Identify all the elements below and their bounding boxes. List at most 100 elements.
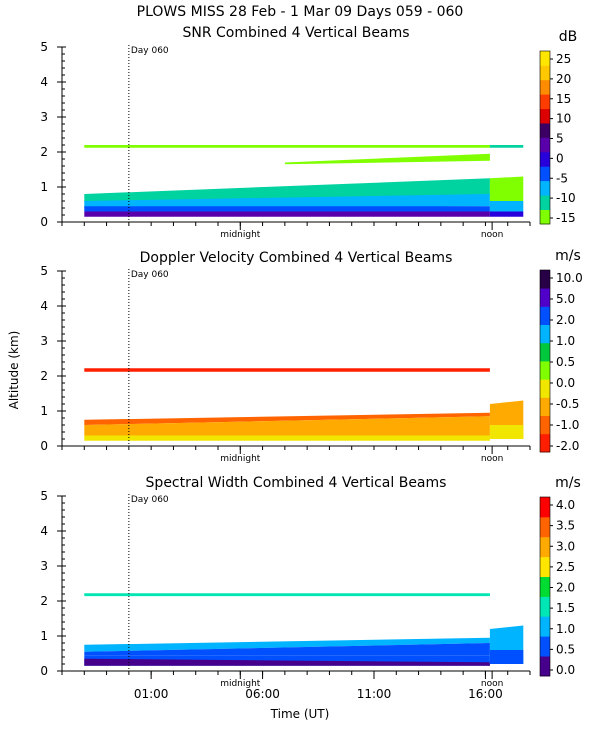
colorbar-swatch xyxy=(540,288,550,307)
data-layer-2 xyxy=(84,412,490,425)
colorbar: 10.0 5.0 2.0 1.0 0.5 0.0 -0.5 -1.0 -2.0 m/s xyxy=(539,248,583,453)
panel-title: SNR Combined 4 Vertical Beams xyxy=(182,25,409,41)
colorbar-label: 0.5 xyxy=(556,355,575,369)
y-tick-label: 4 xyxy=(40,75,48,89)
colorbar-frame xyxy=(539,496,551,677)
colorbar-label: 1.0 xyxy=(556,334,575,348)
colorbar-swatch xyxy=(540,397,550,416)
colorbar-swatch xyxy=(540,576,550,597)
noon-label: noon xyxy=(481,679,503,689)
data-layer-6 xyxy=(84,206,490,212)
colorbar-label: -10 xyxy=(556,191,576,205)
data-layer-3 xyxy=(84,643,490,656)
y-tick-label: 3 xyxy=(40,334,48,348)
colorbar-swatch xyxy=(540,137,550,153)
colorbar: 25 20 15 10 5 0 -5 -10 -15 dB xyxy=(539,29,578,225)
data-layer-1 xyxy=(84,368,490,372)
colorbar-label: 10 xyxy=(556,112,571,126)
colorbar-label: 3.0 xyxy=(556,539,575,553)
colorbar-swatch xyxy=(540,516,550,538)
y-tick-label: 2 xyxy=(40,145,48,159)
data-layer-2 xyxy=(489,145,524,148)
colorbar-units: m/s xyxy=(555,475,581,491)
colorbar-swatch xyxy=(540,497,550,518)
y-tick-label: 3 xyxy=(40,110,48,124)
colorbar-label: 0.5 xyxy=(556,642,575,656)
y-tick-label: 1 xyxy=(40,629,48,643)
panels: SNR Combined 4 Vertical Beams 0 1 2 3 4 5 Day 0… xyxy=(40,25,582,701)
colorbar-swatch xyxy=(540,379,550,398)
day-marker-label: Day 060 xyxy=(131,495,169,505)
colorbar-label: 5 xyxy=(556,132,564,146)
midnight-label: midnight xyxy=(220,454,261,464)
y-tick-label: 4 xyxy=(40,299,48,313)
data-layer-3 xyxy=(284,153,490,165)
colorbar-swatch xyxy=(540,433,550,453)
colorbar-swatch xyxy=(540,616,550,637)
colorbar-label: 5.0 xyxy=(556,292,575,306)
colorbar-swatch xyxy=(540,596,550,617)
colorbar-label: 1.0 xyxy=(556,622,575,636)
colorbar-label: 2.0 xyxy=(556,581,575,595)
colorbar-swatch xyxy=(540,195,550,210)
y-tick-label: 3 xyxy=(40,559,48,573)
midnight-label: midnight xyxy=(220,679,261,689)
day-marker-label: Day 060 xyxy=(131,270,169,280)
colorbar-label: 2.5 xyxy=(556,560,575,574)
data-layer-7 xyxy=(489,650,524,664)
y-tick-label: 5 xyxy=(40,40,48,54)
colorbar-swatch xyxy=(540,306,550,325)
figure-title: PLOWS MISS 28 Feb - 1 Mar 09 Days 059 - … xyxy=(137,4,464,20)
colorbar-swatch xyxy=(540,79,550,95)
colorbar-swatch xyxy=(540,415,550,435)
colorbar-label: 3.5 xyxy=(556,519,575,533)
chart-panel-3: Spectral Width Combined 4 Vertical Beams… xyxy=(40,475,580,701)
colorbar-label: 2.0 xyxy=(556,313,575,327)
x-tick-label: 01:00 xyxy=(134,687,169,701)
data-layer-5 xyxy=(84,194,490,208)
colorbar-swatch xyxy=(540,636,550,657)
y-tick-label: 5 xyxy=(40,264,48,278)
colorbar-units: m/s xyxy=(555,248,581,264)
colorbar-label: 0.0 xyxy=(556,663,575,677)
day-marker-label: Day 060 xyxy=(131,46,169,56)
data-layer-3 xyxy=(84,416,490,436)
colorbar-label: 25 xyxy=(556,52,571,66)
colorbar-label: 20 xyxy=(556,72,571,86)
data-layer-1 xyxy=(84,145,490,148)
colorbar-swatch xyxy=(540,342,550,362)
data-layer-8 xyxy=(489,176,524,201)
panel-title: Spectral Width Combined 4 Vertical Beams xyxy=(146,475,447,491)
colorbar-swatch xyxy=(540,108,550,124)
chart-panel-1: SNR Combined 4 Vertical Beams 0 1 2 3 4 5 Day 0… xyxy=(40,25,577,240)
noon-label: noon xyxy=(481,454,503,464)
y-tick-label: 0 xyxy=(40,439,48,453)
colorbar-label: 10.0 xyxy=(556,271,583,285)
colorbar-label: -15 xyxy=(556,211,576,225)
colorbar-label: 0 xyxy=(556,151,564,165)
colorbar-swatch xyxy=(540,656,550,677)
x-tick-label: 11:00 xyxy=(357,687,392,701)
y-tick-label: 2 xyxy=(40,369,48,383)
y-tick-label: 2 xyxy=(40,594,48,608)
data-layer-5 xyxy=(84,658,490,666)
colorbar-label: -5 xyxy=(556,171,568,185)
colorbar-units: dB xyxy=(559,29,578,45)
colorbar-swatch xyxy=(540,65,550,81)
colorbar-swatch xyxy=(540,151,550,167)
x-axis-label: Time (UT) xyxy=(270,707,330,721)
y-tick-label: 4 xyxy=(40,524,48,538)
colorbar-label: 4.0 xyxy=(556,498,575,512)
colorbar-label: -0.5 xyxy=(556,397,579,411)
colorbar-swatch xyxy=(540,51,550,66)
colorbar-swatch xyxy=(540,361,550,380)
data-layer-10 xyxy=(489,211,524,217)
colorbar-swatch xyxy=(540,123,550,138)
colorbar-swatch xyxy=(540,209,550,225)
colorbar-swatch xyxy=(540,536,550,558)
colorbar-swatch xyxy=(540,324,550,344)
panel-title: Doppler Velocity Combined 4 Vertical Bea… xyxy=(140,250,453,266)
colorbar-swatch xyxy=(540,166,550,182)
colorbar-label: 15 xyxy=(556,92,571,106)
colorbar-swatch xyxy=(540,556,550,577)
